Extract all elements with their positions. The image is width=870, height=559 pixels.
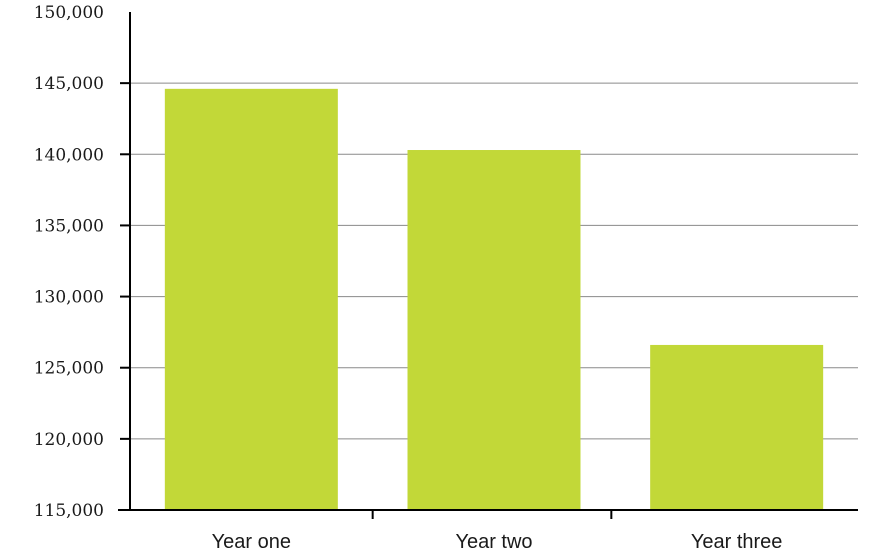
x-category-labels: Year one Year two Year three xyxy=(212,531,783,553)
y-tick-label: 145,000 xyxy=(34,74,104,94)
bar-year-three xyxy=(650,344,824,510)
axes xyxy=(118,12,858,511)
bar-year-one xyxy=(164,88,338,510)
x-category-label: Year two xyxy=(455,531,532,553)
y-tick-label: 140,000 xyxy=(34,145,104,165)
bars xyxy=(164,88,824,510)
y-tick-labels: 115,000 120,000 125,000 130,000 135,000 140,0… xyxy=(34,3,104,521)
y-tick-label: 125,000 xyxy=(34,359,104,379)
x-category-label: Year three xyxy=(691,531,783,553)
y-tick-label: 115,000 xyxy=(34,501,104,521)
y-tick-label: 120,000 xyxy=(34,430,104,450)
bar-year-two xyxy=(407,150,581,510)
y-tick-label: 135,000 xyxy=(34,216,104,236)
y-tick-label: 130,000 xyxy=(34,288,104,308)
y-tick-label: 150,000 xyxy=(34,3,104,23)
x-category-label: Year one xyxy=(212,531,291,553)
